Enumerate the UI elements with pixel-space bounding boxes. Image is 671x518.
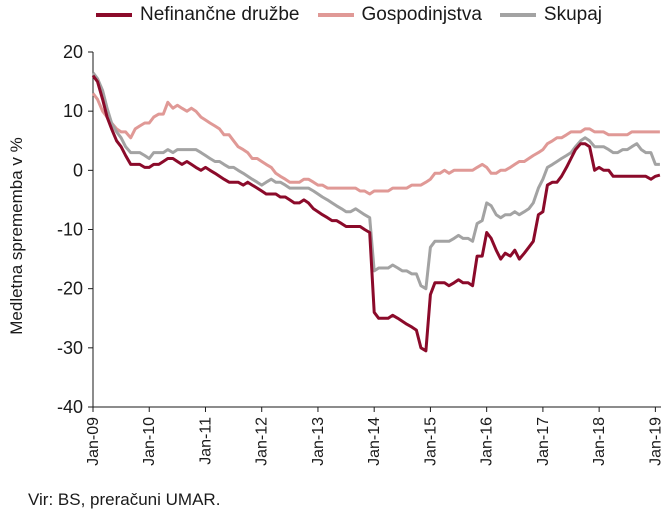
y-tick-label: 0 [73, 160, 83, 180]
x-tick-label: Jan-15 [422, 417, 439, 466]
source-note: Vir: BS, preračuni UMAR. [28, 490, 221, 509]
x-tick-label: Jan-13 [310, 417, 327, 466]
series-line-2 [91, 71, 660, 291]
chart-legend: Nefinančne družbe Gospodinjstva Skupaj [96, 4, 602, 26]
legend-swatch-gospodinjstva [317, 13, 354, 17]
series-line-0 [91, 74, 661, 353]
legend-swatch-skupaj [499, 13, 536, 17]
x-axis-ticks: Jan-09 Jan-10 Jan-11 Jan-12 Jan-13 Jan-14 Jan-… [85, 407, 664, 466]
x-tick-label: Jan-11 [197, 417, 214, 465]
y-tick-label: -10 [57, 220, 83, 240]
x-tick-label: Jan-14 [366, 417, 383, 466]
legend-swatch-nefinancne-druzbe [96, 13, 132, 17]
x-tick-label: Jan-17 [535, 417, 552, 466]
legend-label-nefinancne-druzbe: Nefinančne družbe [140, 4, 300, 25]
y-tick-label: 10 [63, 101, 83, 121]
y-tick-label: -40 [57, 397, 83, 417]
y-tick-label: -30 [57, 338, 83, 358]
legend-item-gospodinjstva: Gospodinjstva [317, 4, 482, 26]
legend-label-skupaj: Skupaj [543, 4, 603, 25]
x-tick-label: Jan-18 [591, 417, 608, 466]
legend-label-gospodinjstva: Gospodinjstva [361, 4, 482, 25]
x-tick-label: Jan-19 [647, 417, 664, 466]
y-tick-label: -20 [57, 279, 83, 299]
x-tick-label: Jan-09 [85, 417, 102, 466]
x-tick-label: Jan-12 [254, 417, 271, 466]
y-tick-label: 20 [63, 42, 83, 62]
series-layer [91, 71, 661, 353]
x-tick-label: Jan-16 [479, 417, 496, 466]
series-line-1 [91, 92, 660, 196]
legend-item-nefinancne-druzbe: Nefinančne družbe [96, 4, 300, 26]
y-axis-ticks: -40 -30 -20 -10 0 10 20 [57, 42, 93, 417]
x-tick-label: Jan-10 [141, 417, 158, 466]
legend-item-skupaj: Skupaj [499, 4, 603, 26]
